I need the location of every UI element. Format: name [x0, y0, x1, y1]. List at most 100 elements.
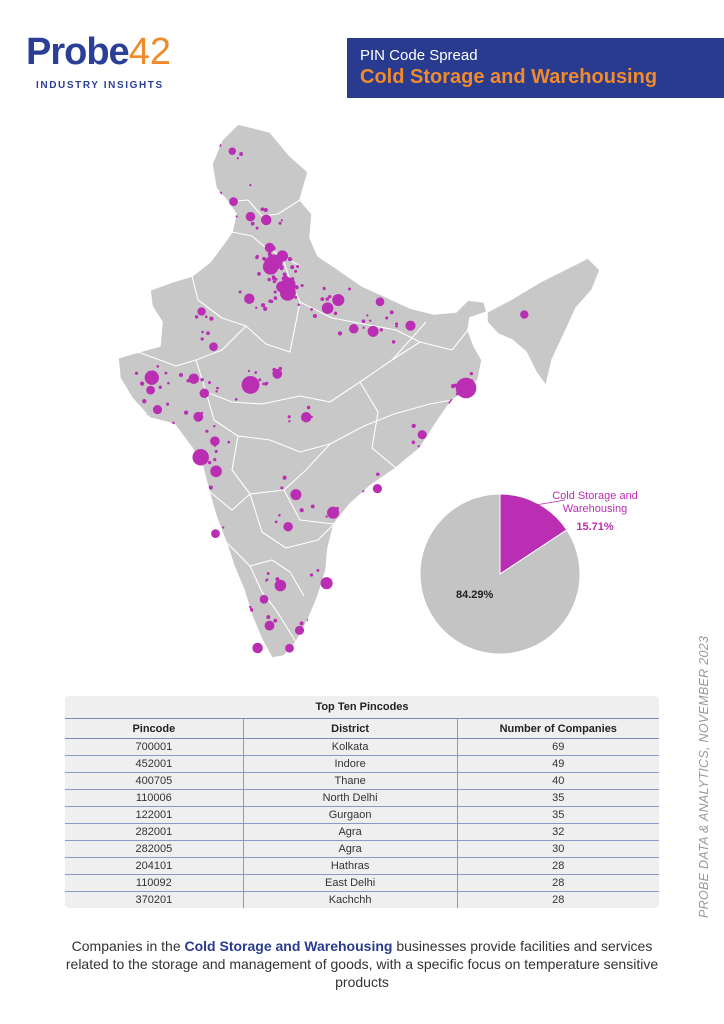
company-marker-small: [208, 381, 211, 384]
company-marker-small: [294, 296, 298, 299]
company-marker-small: [238, 290, 242, 294]
company-count-cell: 28: [456, 874, 659, 892]
company-marker: [300, 411, 312, 423]
district-cell: North Delhi: [242, 789, 458, 807]
company-count-cell: 49: [456, 755, 659, 773]
table-row: 370201 Kachchh 28: [65, 891, 659, 908]
company-count-cell: 35: [456, 789, 659, 807]
company-marker-small: [273, 296, 278, 300]
company-marker-small: [296, 264, 300, 268]
company-marker-small: [278, 514, 281, 517]
company-marker-small: [227, 440, 231, 444]
pincode-cell: 452001: [65, 755, 244, 773]
company-marker-small: [266, 572, 270, 575]
company-marker-small: [272, 367, 277, 372]
pie-slice-percent-cold-storage: 15.71%: [576, 521, 614, 533]
company-marker-small: [222, 526, 225, 529]
company-marker-small: [247, 369, 251, 373]
table-row: 282001 Agra 32: [65, 823, 659, 841]
district-cell: East Delhi: [242, 874, 458, 892]
company-marker-small: [158, 385, 162, 389]
company-marker-small: [334, 525, 337, 528]
company-count-cell: 28: [456, 891, 659, 908]
side-caption: PROBE DATA & ANALYTICS, NOVEMBER 2023: [697, 635, 711, 918]
district-cell: Kachchh: [242, 891, 458, 908]
company-marker-small: [294, 269, 298, 273]
company-count-cell: 30: [456, 840, 659, 858]
company-marker-small: [387, 502, 391, 506]
company-marker: [199, 388, 210, 399]
company-marker-small: [236, 157, 240, 160]
company-marker-small: [325, 297, 330, 301]
pincode-cell: 700001: [65, 738, 244, 756]
company-marker-small: [336, 506, 339, 510]
company-marker-small: [222, 202, 226, 206]
company-marker-small: [183, 410, 189, 415]
company-marker: [188, 373, 200, 384]
description-paragraph: Companies in the Cold Storage and Wareho…: [60, 937, 664, 991]
company-marker-small: [347, 514, 350, 518]
header-banner: PIN Code Spread Cold Storage and Warehou…: [347, 38, 724, 98]
company-marker-small: [362, 326, 365, 329]
logo-wordmark: Probe42: [26, 30, 171, 74]
pie-chart: [419, 493, 581, 655]
company-marker-small: [265, 578, 269, 581]
company-marker-small: [248, 605, 252, 609]
company-marker-small: [148, 388, 152, 393]
company-marker-small: [247, 650, 251, 654]
company-marker-small: [325, 515, 328, 518]
company-marker: [294, 625, 305, 635]
column-header-district: District: [242, 718, 458, 739]
company-marker-small: [312, 313, 317, 319]
company-marker-small: [266, 615, 271, 620]
company-marker-small: [239, 152, 244, 156]
company-marker: [245, 211, 256, 222]
table-row: 700001 Kolkata 69: [65, 738, 659, 756]
company-marker-small: [267, 245, 270, 248]
company-marker-small: [156, 365, 160, 368]
company-marker-small: [279, 266, 284, 271]
table-row: 110006 North Delhi 35: [65, 789, 659, 807]
company-marker: [209, 342, 218, 352]
table-title: Top Ten Pincodes: [315, 701, 409, 713]
company-marker: [274, 579, 287, 592]
description-highlight: Cold Storage and Warehousing: [184, 938, 393, 954]
company-marker-small: [194, 376, 198, 380]
company-marker: [276, 281, 288, 293]
company-marker: [197, 307, 206, 316]
company-marker-small: [294, 285, 299, 290]
company-marker-small: [455, 392, 459, 396]
district-cell: Agra: [242, 840, 458, 858]
company-marker-small: [337, 331, 343, 336]
company-marker-small: [294, 650, 297, 653]
company-marker: [372, 484, 382, 494]
company-marker-small: [328, 294, 332, 299]
column-header-pincode: Pincode: [65, 718, 244, 739]
company-marker-small: [348, 287, 351, 291]
company-marker-small: [266, 624, 271, 629]
company-marker-small: [285, 523, 289, 527]
company-marker-small: [282, 272, 287, 277]
company-marker: [367, 325, 379, 337]
company-marker-small: [209, 316, 214, 321]
company-marker: [375, 297, 385, 307]
pincode-cell: 204101: [65, 857, 244, 875]
company-marker-small: [288, 420, 291, 423]
district-cell: Gurgaon: [242, 806, 458, 824]
company-marker-small: [200, 411, 204, 415]
company-marker-small: [267, 252, 272, 257]
india-northeast-shape: [486, 257, 601, 387]
company-marker: [349, 324, 359, 334]
company-marker-small: [208, 485, 213, 490]
table-body: 700001 Kolkata 69 452001 Indore 49 400705 Thane…: [65, 738, 659, 908]
company-marker: [260, 214, 272, 226]
company-marker-small: [287, 415, 291, 419]
company-marker-small: [287, 256, 293, 262]
company-marker-small: [470, 379, 474, 382]
company-marker: [283, 521, 293, 532]
company-marker-small: [178, 372, 184, 378]
company-marker: [320, 577, 333, 590]
company-marker: [252, 642, 263, 654]
logo-word: Probe: [26, 31, 130, 73]
company-count-cell: 35: [456, 806, 659, 824]
